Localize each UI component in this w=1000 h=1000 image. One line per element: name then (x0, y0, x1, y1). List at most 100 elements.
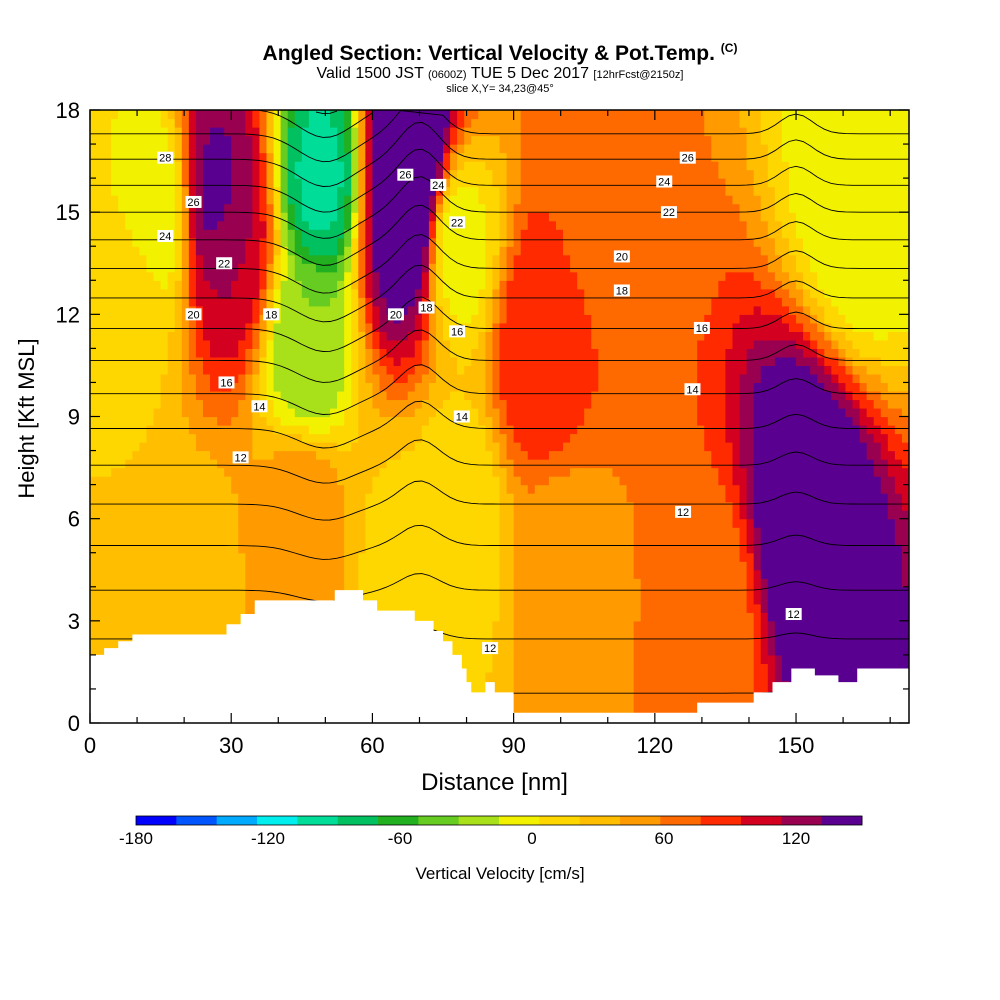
field-cell (188, 178, 197, 188)
field-cell (421, 373, 430, 384)
field-cell (393, 476, 402, 486)
field-cell (555, 246, 564, 256)
field-cell (548, 697, 557, 707)
forecast-info: [12hrFcst@2150z] (593, 69, 684, 81)
field-cell (139, 373, 148, 384)
field-cell (478, 501, 486, 511)
field-cell (379, 518, 388, 528)
field-cell (485, 407, 494, 418)
field-cell (527, 578, 536, 588)
field-cell (301, 535, 310, 545)
field-cell (238, 254, 246, 264)
field-cell (252, 288, 261, 298)
field-cell (315, 178, 324, 188)
field-cell (160, 467, 169, 477)
field-cell (238, 288, 246, 298)
field-cell (570, 161, 578, 171)
field-cell (464, 510, 472, 520)
field-cell (266, 390, 275, 401)
field-cell (548, 212, 557, 222)
field-cell (301, 178, 310, 188)
field-cell (146, 178, 155, 188)
field-cell (202, 484, 211, 494)
field-cell (252, 229, 261, 239)
field-cell (393, 220, 402, 230)
field-cell (231, 467, 239, 477)
field-cell (534, 280, 543, 290)
field-cell (548, 356, 557, 367)
field-cell (407, 212, 416, 222)
field-cell (245, 110, 253, 120)
field-cell (513, 433, 522, 443)
field-cell (224, 220, 232, 230)
field-cell (499, 501, 508, 511)
field-cell (400, 544, 409, 554)
field-cell (464, 637, 472, 647)
field-cell (337, 484, 345, 494)
field-cell (301, 212, 310, 222)
field-cell (541, 118, 550, 128)
field-cell (245, 459, 253, 469)
field-cell (492, 254, 501, 264)
field-cell (266, 186, 275, 196)
field-cell (513, 212, 522, 222)
field-cell (252, 569, 261, 579)
field-cell (160, 288, 169, 298)
field-cell (393, 322, 402, 332)
field-cell (541, 501, 550, 511)
field-cell (372, 263, 381, 273)
field-cell (351, 416, 359, 426)
field-cell (104, 620, 112, 630)
field-cell (414, 578, 423, 588)
field-cell (330, 178, 338, 188)
field-cell (259, 203, 268, 213)
field-cell (365, 322, 374, 332)
field-cell (365, 263, 374, 273)
field-cell (563, 339, 571, 349)
field-cell (181, 373, 190, 384)
field-cell (181, 135, 190, 145)
field-cell (139, 544, 148, 554)
field-cell (534, 561, 543, 571)
field-cell (485, 476, 494, 486)
field-cell (577, 654, 585, 665)
field-cell (132, 339, 141, 349)
field-cell (386, 373, 395, 384)
field-cell (548, 314, 557, 324)
field-cell (160, 399, 169, 409)
field-cell (450, 297, 458, 307)
field-cell (492, 629, 501, 639)
field-cell (499, 450, 508, 460)
field-cell (181, 535, 190, 545)
field-cell (90, 459, 98, 469)
field-cell (407, 501, 416, 511)
field-cell (520, 654, 529, 665)
field-cell (344, 110, 352, 120)
field-cell (266, 467, 275, 477)
field-cell (527, 595, 536, 605)
field-cell (188, 135, 197, 145)
field-cell (97, 399, 105, 409)
field-cell (160, 314, 169, 324)
field-cell (301, 433, 310, 443)
field-cell (527, 612, 536, 622)
field-cell (308, 186, 317, 196)
field-cell (541, 203, 550, 213)
field-cell (471, 229, 479, 239)
field-cell (548, 544, 557, 554)
field-cell (118, 229, 126, 239)
field-cell (555, 254, 564, 264)
field-cell (195, 365, 204, 375)
field-cell (443, 578, 451, 588)
field-cell (111, 569, 119, 579)
field-cell (280, 135, 289, 145)
field-cell (506, 586, 515, 596)
field-cell (506, 373, 515, 384)
field-cell (330, 118, 338, 128)
field-cell (210, 356, 218, 367)
field-cell (125, 220, 133, 230)
field-cell (457, 493, 465, 503)
field-cell (238, 467, 246, 477)
field-cell (231, 373, 239, 384)
field-cell (330, 527, 338, 537)
